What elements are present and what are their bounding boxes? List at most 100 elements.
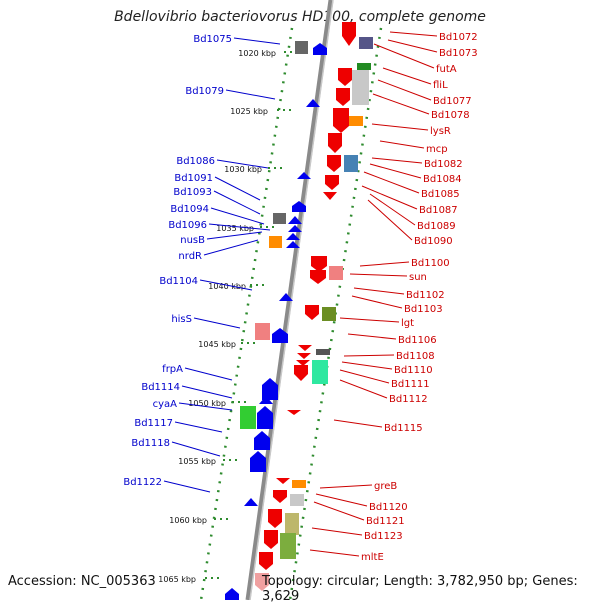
feature-hiss[interactable] bbox=[255, 323, 270, 340]
feature-bd1086[interactable] bbox=[297, 172, 311, 179]
feature-bd1094[interactable] bbox=[288, 216, 302, 224]
feature-arrow[interactable] bbox=[264, 530, 278, 549]
gene-label-bd1115[interactable]: Bd1115 bbox=[384, 423, 423, 434]
gene-label-bd1111[interactable]: Bd1111 bbox=[391, 379, 430, 390]
gene-label-bd1096[interactable]: Bd1096 bbox=[168, 220, 207, 231]
gene-label-mlte[interactable]: mltE bbox=[361, 552, 384, 563]
gene-label-bd1117[interactable]: Bd1117 bbox=[134, 418, 173, 429]
gene-label-bd1108[interactable]: Bd1108 bbox=[396, 351, 435, 362]
feature-bd1114[interactable] bbox=[259, 396, 273, 404]
feature-greb[interactable] bbox=[292, 480, 306, 488]
feature-bd1118[interactable] bbox=[254, 431, 270, 450]
feature-bd1084[interactable] bbox=[327, 155, 341, 172]
gene-label-bd1100[interactable]: Bd1100 bbox=[411, 258, 450, 269]
gene-label-bd1122[interactable]: Bd1122 bbox=[123, 477, 162, 488]
gene-label-bd1104[interactable]: Bd1104 bbox=[159, 276, 198, 287]
feature-bd1108[interactable] bbox=[316, 349, 330, 355]
gene-label-bd1075[interactable]: Bd1075 bbox=[193, 34, 232, 45]
feature-bd1078[interactable] bbox=[336, 88, 350, 106]
gene-label-bd1114[interactable]: Bd1114 bbox=[141, 382, 180, 393]
feature-arrow[interactable] bbox=[225, 588, 239, 600]
gene-label-bd1091[interactable]: Bd1091 bbox=[174, 173, 213, 184]
feature-arrow[interactable] bbox=[250, 451, 266, 472]
gene-label-futa[interactable]: futA bbox=[436, 64, 457, 75]
gene-label-mcp[interactable]: mcp bbox=[426, 144, 448, 155]
gene-label-bd1085[interactable]: Bd1085 bbox=[421, 189, 460, 200]
gene-label-bd1072[interactable]: Bd1072 bbox=[439, 32, 478, 43]
gene-label-bd1093[interactable]: Bd1093 bbox=[173, 187, 212, 198]
gene-label-sun[interactable]: sun bbox=[409, 272, 427, 283]
feature-arrow[interactable] bbox=[276, 478, 290, 484]
feature-bd1102[interactable] bbox=[310, 270, 326, 284]
gene-label-bd1112[interactable]: Bd1112 bbox=[389, 394, 428, 405]
feature-bd1075[interactable] bbox=[295, 41, 308, 54]
feature-bd1123[interactable] bbox=[268, 509, 282, 528]
feature-bd1085[interactable] bbox=[325, 175, 339, 190]
feature-frpa[interactable] bbox=[262, 378, 278, 400]
feature-bd1104[interactable] bbox=[279, 293, 293, 301]
gene-label-frpa[interactable]: frpA bbox=[162, 364, 183, 375]
gene-label-bd1123[interactable]: Bd1123 bbox=[364, 531, 403, 542]
gene-label-bd1077[interactable]: Bd1077 bbox=[433, 96, 472, 107]
feature-bd1115[interactable] bbox=[287, 410, 301, 415]
feature-bd1093[interactable] bbox=[273, 213, 286, 224]
feature-lgt[interactable] bbox=[322, 307, 336, 321]
feature-sun[interactable] bbox=[329, 266, 343, 280]
feature-arrow[interactable] bbox=[296, 360, 310, 366]
feature-bd1110[interactable] bbox=[297, 353, 311, 359]
gene-label-bd1120[interactable]: Bd1120 bbox=[369, 502, 408, 513]
feature-bd1117[interactable] bbox=[257, 406, 273, 429]
gene-label-nrdr[interactable]: nrdR bbox=[178, 251, 202, 262]
gene-label-bd1086[interactable]: Bd1086 bbox=[176, 156, 215, 167]
feature-bd1112[interactable] bbox=[294, 365, 308, 381]
gene-label-greb[interactable]: greB bbox=[374, 481, 397, 492]
feature-bd1096[interactable] bbox=[288, 225, 302, 232]
gene-label-bd1089[interactable]: Bd1089 bbox=[417, 221, 456, 232]
feature-bd1111[interactable] bbox=[312, 360, 328, 384]
feature-nrdr[interactable] bbox=[286, 241, 300, 248]
feature-bd1120[interactable] bbox=[273, 490, 287, 503]
gene-label-bd1102[interactable]: Bd1102 bbox=[406, 290, 445, 301]
gene-label-bd1121[interactable]: Bd1121 bbox=[366, 516, 405, 527]
gene-label-cyaa[interactable]: cyaA bbox=[153, 399, 178, 410]
feature-bd1100[interactable] bbox=[311, 256, 327, 272]
feature-arrow[interactable] bbox=[286, 233, 300, 240]
gene-label-bd1079[interactable]: Bd1079 bbox=[185, 86, 224, 97]
feature-bd1121[interactable] bbox=[290, 494, 304, 506]
feature-bd1091[interactable] bbox=[292, 201, 306, 212]
gene-label-bd1087[interactable]: Bd1087 bbox=[419, 205, 458, 216]
feature-arrow[interactable] bbox=[313, 43, 327, 55]
feature-bd1077[interactable] bbox=[352, 70, 369, 105]
gene-label-bd1106[interactable]: Bd1106 bbox=[398, 335, 437, 346]
feature-cyaa[interactable] bbox=[240, 406, 256, 429]
feature-mlte[interactable] bbox=[280, 533, 296, 559]
gene-label-bd1118[interactable]: Bd1118 bbox=[131, 438, 170, 449]
feature-nusb[interactable] bbox=[269, 236, 282, 248]
feature-bd1073[interactable] bbox=[359, 37, 373, 49]
feature-arrow[interactable] bbox=[272, 328, 288, 343]
feature-bd1103[interactable] bbox=[305, 305, 319, 320]
gene-label-bd1084[interactable]: Bd1084 bbox=[423, 174, 462, 185]
feature-mcp[interactable] bbox=[328, 133, 342, 153]
feature-bd1079[interactable] bbox=[306, 99, 320, 107]
feature-flil[interactable] bbox=[338, 68, 352, 86]
feature-arrow[interactable] bbox=[285, 513, 299, 535]
gene-label-bd1094[interactable]: Bd1094 bbox=[170, 204, 209, 215]
feature-bd1106[interactable] bbox=[298, 345, 312, 351]
gene-label-bd1082[interactable]: Bd1082 bbox=[424, 159, 463, 170]
feature-arrow[interactable] bbox=[255, 573, 269, 591]
gene-label-lgt[interactable]: lgt bbox=[401, 318, 414, 329]
feature-bd1082[interactable] bbox=[344, 155, 358, 172]
feature-arrow[interactable] bbox=[333, 108, 349, 133]
feature-bd1087[interactable] bbox=[323, 192, 337, 200]
gene-label-bd1090[interactable]: Bd1090 bbox=[414, 236, 453, 247]
gene-label-bd1103[interactable]: Bd1103 bbox=[404, 304, 443, 315]
gene-label-hiss[interactable]: hisS bbox=[171, 314, 192, 325]
feature-futa[interactable] bbox=[357, 63, 371, 70]
gene-label-bd1078[interactable]: Bd1078 bbox=[431, 110, 470, 121]
gene-label-lysr[interactable]: lysR bbox=[430, 126, 451, 137]
gene-label-nusb[interactable]: nusB bbox=[180, 235, 205, 246]
feature-bd1122[interactable] bbox=[244, 498, 258, 506]
gene-label-bd1110[interactable]: Bd1110 bbox=[394, 365, 433, 376]
gene-label-bd1073[interactable]: Bd1073 bbox=[439, 48, 478, 59]
